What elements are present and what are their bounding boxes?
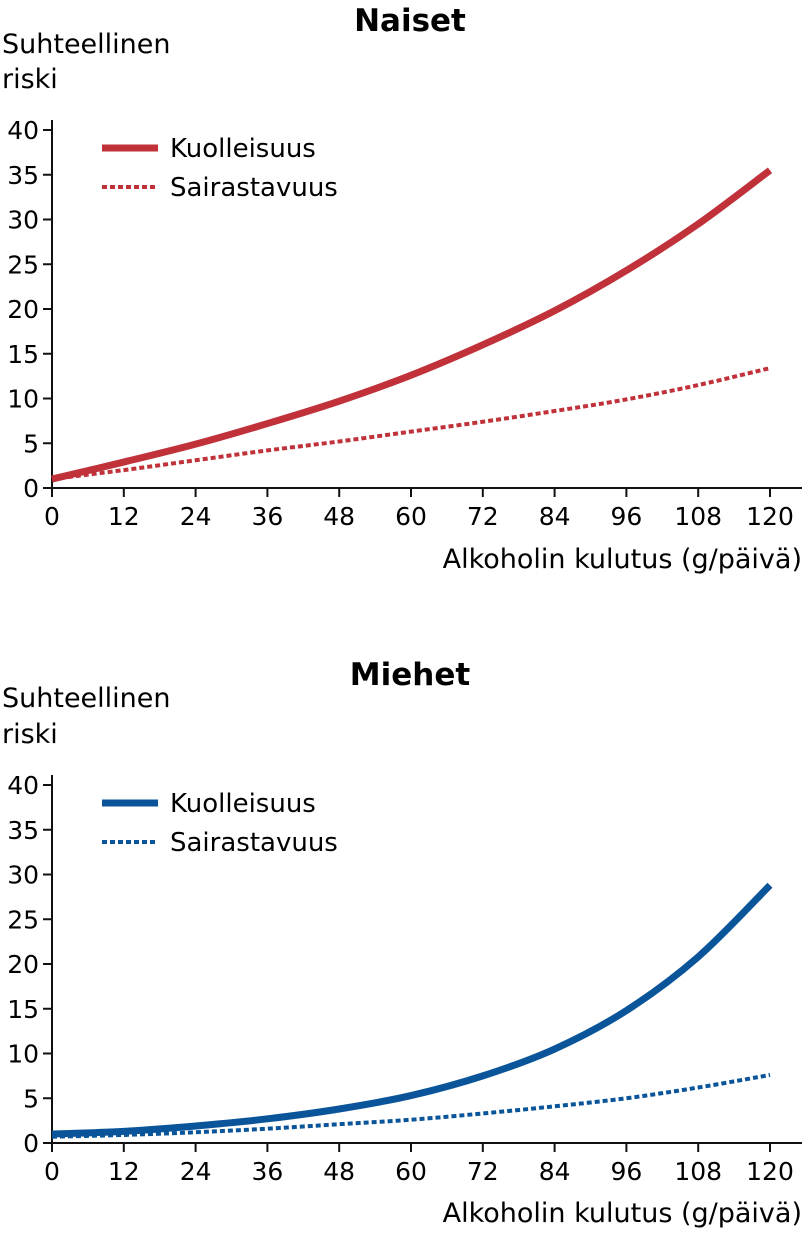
y-tick-label: 35 — [7, 816, 39, 845]
y-tick-label: 5 — [23, 1084, 39, 1113]
x-tick-label: 24 — [180, 502, 212, 531]
x-tick-label: 12 — [108, 502, 140, 531]
chart-panel-miehet: Miehet Suhteellinen riski Alkoholin kulu… — [2, 657, 802, 1229]
y-tick-label: 10 — [7, 1040, 39, 1069]
series-line-sairastavuus — [51, 1073, 771, 1139]
y-tick-label: 40 — [7, 116, 39, 145]
x-tick-label: 60 — [395, 1157, 427, 1186]
y-axis-label-line1: Suhteellinen — [2, 683, 171, 714]
legend: Kuolleisuus Sairastavuus — [102, 134, 338, 203]
x-tick-label: 120 — [746, 502, 794, 531]
x-axis-label: Alkoholin kulutus (g/päivä) — [443, 1198, 802, 1229]
x-tick-label: 0 — [44, 1157, 60, 1186]
y-tick-label: 20 — [7, 950, 39, 979]
y-axis-label-line1: Suhteellinen — [2, 29, 171, 60]
y-tick-label: 0 — [23, 474, 39, 503]
series-line-sairastavuus — [51, 366, 771, 482]
y-tick-label: 20 — [7, 295, 39, 324]
x-tick-label: 36 — [251, 1157, 283, 1186]
chart-title: Naiset — [354, 3, 466, 39]
x-tick-label: 48 — [323, 502, 355, 531]
x-tick-label: 108 — [674, 502, 722, 531]
legend-label-sairastavuus: Sairastavuus — [170, 173, 338, 203]
x-tick-label: 72 — [467, 1157, 499, 1186]
y-tick-label: 25 — [7, 905, 39, 934]
x-tick-label: 120 — [746, 1157, 794, 1186]
y-tick-label: 25 — [7, 250, 39, 279]
x-tick-label: 108 — [674, 1157, 722, 1186]
x-axis-label: Alkoholin kulutus (g/päivä) — [443, 544, 802, 575]
y-tick-label: 0 — [23, 1129, 39, 1158]
y-axis-label-line2: riski — [2, 64, 58, 95]
y-axis-label-line2: riski — [2, 719, 58, 750]
chart-panel-naiset: Naiset Suhteellinen riski Alkoholin kulu… — [2, 3, 802, 575]
y-tick-label: 15 — [7, 995, 39, 1024]
x-tick-label: 48 — [323, 1157, 355, 1186]
y-tick-label: 35 — [7, 161, 39, 190]
x-tick-label: 36 — [251, 502, 283, 531]
x-tick-label: 12 — [108, 1157, 140, 1186]
y-tick-label: 40 — [7, 771, 39, 800]
x-tick-label: 0 — [44, 502, 60, 531]
x-tick-label: 84 — [539, 1157, 571, 1186]
y-tick-label: 10 — [7, 385, 39, 414]
x-tick-label: 96 — [610, 1157, 642, 1186]
y-tick-label: 30 — [7, 861, 39, 890]
chart-title: Miehet — [350, 657, 471, 693]
legend-label-kuolleisuus: Kuolleisuus — [170, 134, 316, 164]
x-tick-label: 60 — [395, 502, 427, 531]
legend: Kuolleisuus Sairastavuus — [102, 789, 338, 858]
y-tick-label: 5 — [23, 429, 39, 458]
series-line-kuolleisuus — [51, 882, 773, 1138]
x-tick-label: 96 — [610, 502, 642, 531]
x-tick-label: 84 — [539, 502, 571, 531]
x-tick-label: 24 — [180, 1157, 212, 1186]
legend-label-sairastavuus: Sairastavuus — [170, 828, 338, 858]
x-tick-label: 72 — [467, 502, 499, 531]
y-tick-label: 30 — [7, 206, 39, 235]
series-line-kuolleisuus — [51, 167, 773, 483]
legend-label-kuolleisuus: Kuolleisuus — [170, 789, 316, 819]
y-tick-label: 15 — [7, 340, 39, 369]
